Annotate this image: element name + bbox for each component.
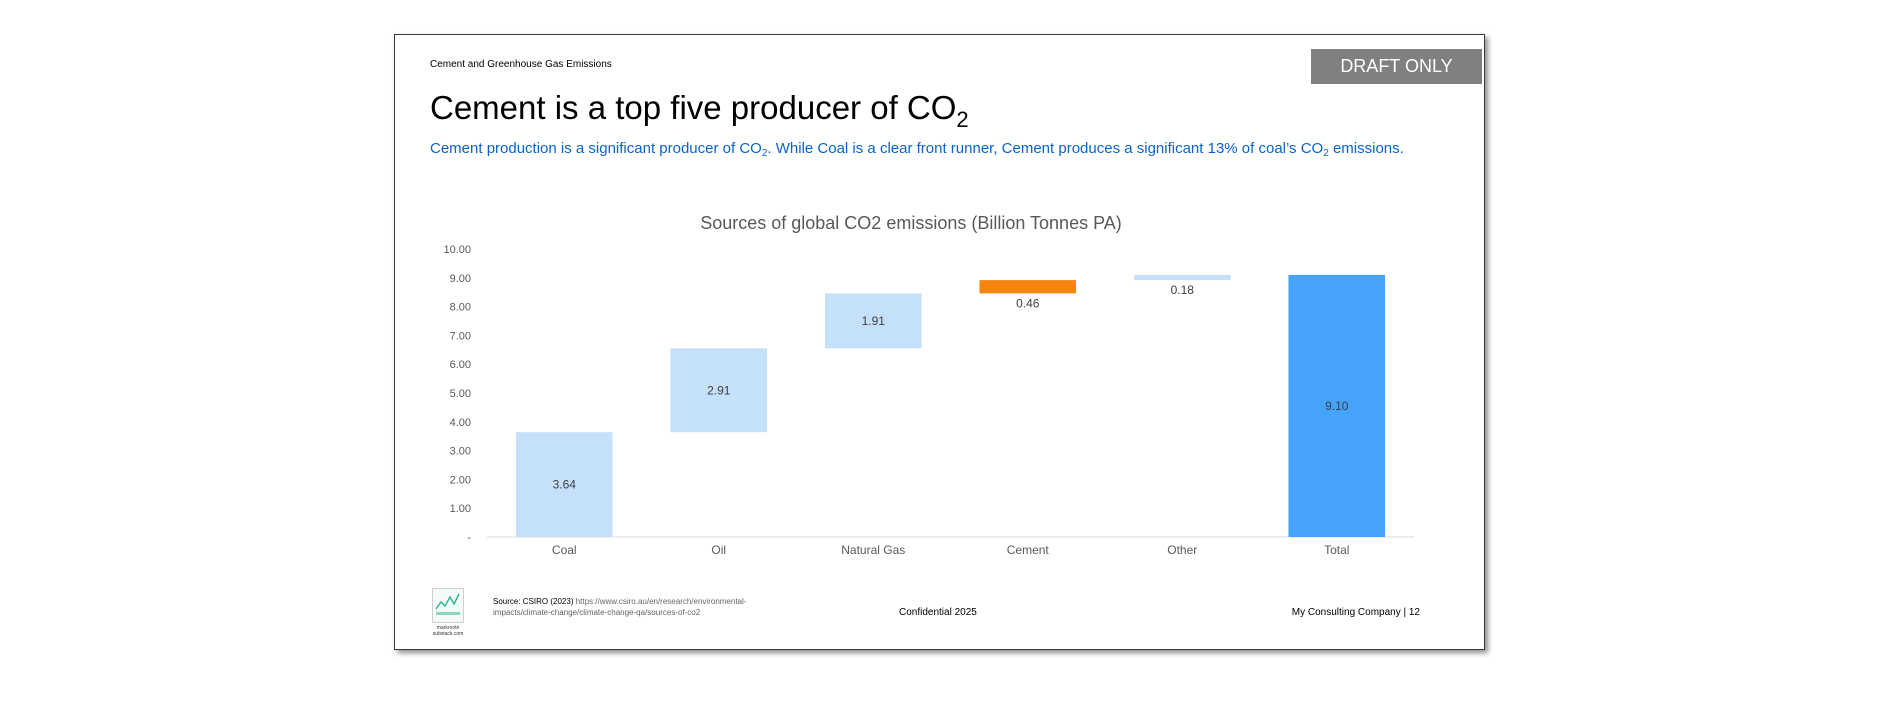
data-label: 0.46 — [1016, 296, 1040, 310]
waterfall-chart: Sources of global CO2 emissions (Billion… — [443, 213, 1414, 557]
bar-group: 3.64 2.91 1.91 0.46 0.18 9.10 — [515, 274, 1386, 537]
title-subscript: 2 — [956, 107, 969, 132]
section-label: Cement and Greenhouse Gas Emissions — [430, 59, 612, 70]
draft-badge: DRAFT ONLY — [1311, 49, 1482, 84]
company-page-label: My Consulting Company | 12 — [1291, 607, 1420, 618]
y-tick-label: 1.00 — [450, 503, 471, 515]
slide-title: Cement is a top five producer of CO2 — [430, 89, 969, 133]
y-tick-label: 2.00 — [450, 474, 471, 486]
logo-caption-line-1: markrooté — [436, 625, 460, 631]
source-label: Source: CSIRO (2023) — [493, 597, 576, 606]
y-tick-label: 7.00 — [450, 330, 471, 342]
slide-subtitle: Cement production is a significant produ… — [430, 139, 1430, 163]
bar-natural-gas — [824, 293, 922, 349]
bar-total — [1288, 274, 1386, 537]
y-tick-label: 10.00 — [443, 244, 471, 256]
x-tick-label: Other — [1167, 543, 1197, 557]
chart-title: Sources of global CO2 emissions (Billion… — [700, 213, 1122, 233]
bar-cement — [979, 280, 1077, 294]
y-tick-label: 8.00 — [450, 302, 471, 314]
y-tick-label: 3.00 — [450, 446, 471, 458]
bar-oil — [670, 348, 768, 433]
y-tick-label: 6.00 — [450, 359, 471, 371]
logo-caption-line-2: substack.com — [432, 631, 464, 637]
y-tick-label: 4.00 — [450, 417, 471, 429]
title-text: Cement is a top five producer of CO — [430, 89, 957, 126]
bar-coal — [515, 432, 613, 537]
x-tick-label: Oil — [711, 543, 726, 557]
subtitle-subscript-2: 2 — [1323, 148, 1329, 159]
subtitle-subscript-1: 2 — [761, 148, 768, 159]
x-axis: Coal Oil Natural Gas Cement Other Total — [552, 543, 1350, 557]
data-label: 2.91 — [707, 383, 731, 397]
x-tick-label: Cement — [1007, 543, 1050, 557]
x-tick-label: Coal — [552, 543, 577, 557]
bar-other — [1133, 274, 1231, 281]
y-tick-label: 5.00 — [450, 388, 471, 400]
x-tick-label: Natural Gas — [841, 543, 905, 557]
source-note: Source: CSIRO (2023) https://www.csiro.a… — [493, 596, 793, 618]
data-label: 1.91 — [862, 314, 886, 328]
logo-caption: markrooté substack.com — [428, 625, 468, 637]
data-label: 0.18 — [1171, 283, 1195, 297]
y-tick-label: 9.00 — [450, 273, 471, 285]
subtitle-part-3: emissions. — [1328, 140, 1404, 157]
data-label: 9.10 — [1325, 399, 1349, 413]
logo-chart-icon — [435, 593, 460, 615]
subtitle-part-2: . While Coal is a clear front runner, Ce… — [767, 140, 1324, 157]
source-link[interactable]: https://www.csiro.au/en/research/environ… — [493, 597, 747, 617]
y-tick-label: - — [467, 532, 471, 544]
slide: Cement and Greenhouse Gas Emissions DRAF… — [394, 34, 1485, 650]
confidential-label: Confidential 2025 — [899, 607, 977, 618]
data-label: 3.64 — [553, 478, 577, 492]
x-tick-label: Total — [1324, 543, 1349, 557]
y-axis: - 1.00 2.00 3.00 4.00 5.00 6.00 7.00 8.00 9.00 10.… — [443, 244, 471, 544]
subtitle-part-1: Cement production is a significant produ… — [430, 140, 762, 157]
company-logo — [432, 588, 464, 623]
